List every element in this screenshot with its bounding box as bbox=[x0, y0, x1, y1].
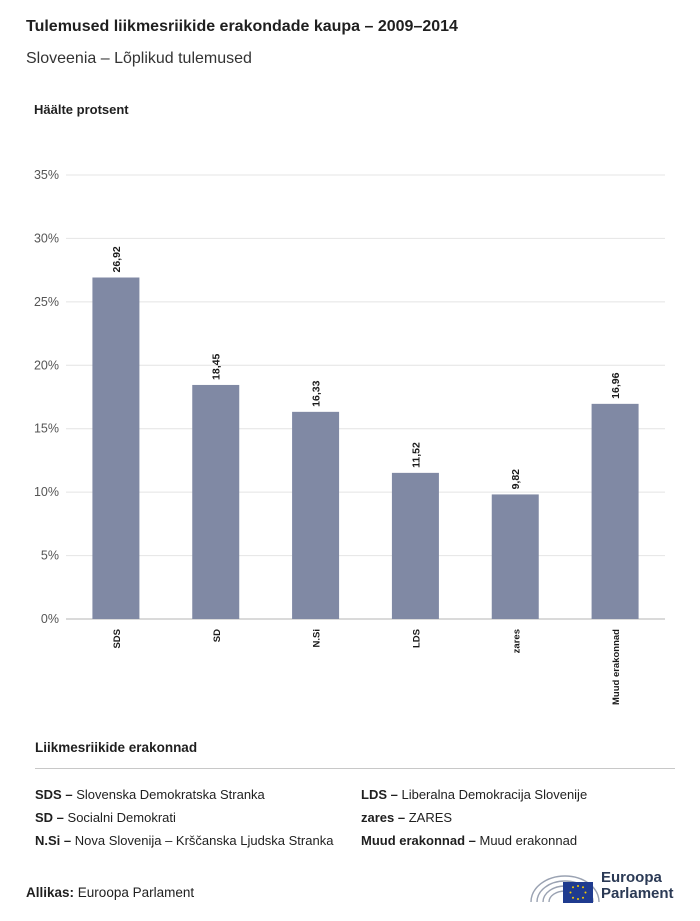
y-tick-label: 5% bbox=[41, 549, 59, 563]
legend-name: Muud erakonnad bbox=[479, 833, 578, 848]
data-label: 18,45 bbox=[211, 354, 223, 380]
x-tick-label: zares bbox=[511, 629, 522, 653]
legend-item-muud: Muud erakonnad – Muud erakonnad bbox=[361, 833, 577, 848]
y-tick-label: 20% bbox=[34, 358, 59, 372]
eu-flag-icon bbox=[563, 882, 593, 903]
y-tick-label: 0% bbox=[41, 612, 59, 626]
legend-name: ZARES bbox=[408, 810, 453, 825]
legend-name: Nova Slovenija – Krščanska Ljudska Stran… bbox=[74, 833, 334, 848]
ep-logo-text: Euroopa Parlament bbox=[601, 870, 674, 902]
legend-item-sd: SD – Socialni Demokrati bbox=[35, 810, 176, 825]
y-tick-label: 15% bbox=[34, 422, 59, 436]
bar bbox=[192, 384, 240, 619]
bar-chart: 0% 5% 10% 15% 20% 25% 30% 35% 26,92 SDS 18,45 SD 16,… bbox=[34, 168, 665, 705]
source-label: Allikas: bbox=[26, 885, 75, 900]
legend-item-nsi: N.Si – Nova Slovenija – Krščanska Ljudsk… bbox=[35, 833, 333, 848]
source-line: Allikas: Euroopa Parlament bbox=[26, 885, 194, 900]
legend-item-sds: SDS – Slovenska Demokratska Stranka bbox=[35, 787, 265, 802]
x-tick-label: N.Si bbox=[312, 629, 323, 647]
legend-abbr: N.Si – bbox=[35, 833, 72, 848]
y-tick-label: 10% bbox=[34, 485, 59, 499]
data-label: 16,33 bbox=[311, 380, 323, 406]
data-label: 9,82 bbox=[510, 469, 522, 490]
bar bbox=[292, 411, 340, 619]
legend-name: Socialni Demokrati bbox=[67, 810, 176, 825]
x-tick-label: Muud erakonnad bbox=[611, 629, 622, 705]
y-axis-title: Häälte protsent bbox=[34, 102, 129, 117]
legend-abbr: Muud erakonnad – bbox=[361, 833, 476, 848]
data-label: 26,92 bbox=[111, 246, 123, 272]
bar bbox=[391, 472, 439, 619]
legend-abbr: SD – bbox=[35, 810, 64, 825]
legend-item-zares: zares – ZARES bbox=[361, 810, 452, 825]
x-tick-label: SDS bbox=[112, 629, 123, 649]
y-tick-label: 35% bbox=[34, 168, 59, 182]
chart-subtitle: Sloveenia – Lõplikud tulemused bbox=[26, 50, 252, 67]
legend-abbr: LDS – bbox=[361, 787, 398, 802]
x-tick-label: LDS bbox=[411, 629, 422, 648]
legend-divider bbox=[35, 768, 675, 769]
y-tick-label: 25% bbox=[34, 295, 59, 309]
x-tick-label: SD bbox=[212, 629, 223, 642]
legend-name: Slovenska Demokratska Stranka bbox=[76, 787, 265, 802]
chart-title: Tulemused liikmesriikide erakondade kaup… bbox=[26, 18, 458, 35]
ep-logo-line2: Parlament bbox=[601, 885, 674, 902]
legend-abbr: zares – bbox=[361, 810, 406, 825]
data-label: 16,96 bbox=[610, 372, 622, 398]
ep-logo-line1: Euroopa bbox=[601, 869, 662, 886]
bar bbox=[591, 403, 639, 619]
legend-name: Liberalna Demokracija Slovenije bbox=[401, 787, 588, 802]
data-label: 11,52 bbox=[410, 442, 422, 468]
source-value: Euroopa Parlament bbox=[77, 885, 195, 900]
european-parliament-logo bbox=[530, 875, 600, 903]
y-tick-label: 30% bbox=[34, 231, 59, 245]
bar bbox=[92, 277, 140, 619]
legend-abbr: SDS – bbox=[35, 787, 73, 802]
legend-title: Liikmesriikide erakonnad bbox=[35, 740, 198, 755]
bar bbox=[491, 494, 539, 619]
legend-item-lds: LDS – Liberalna Demokracija Slovenije bbox=[361, 787, 587, 802]
